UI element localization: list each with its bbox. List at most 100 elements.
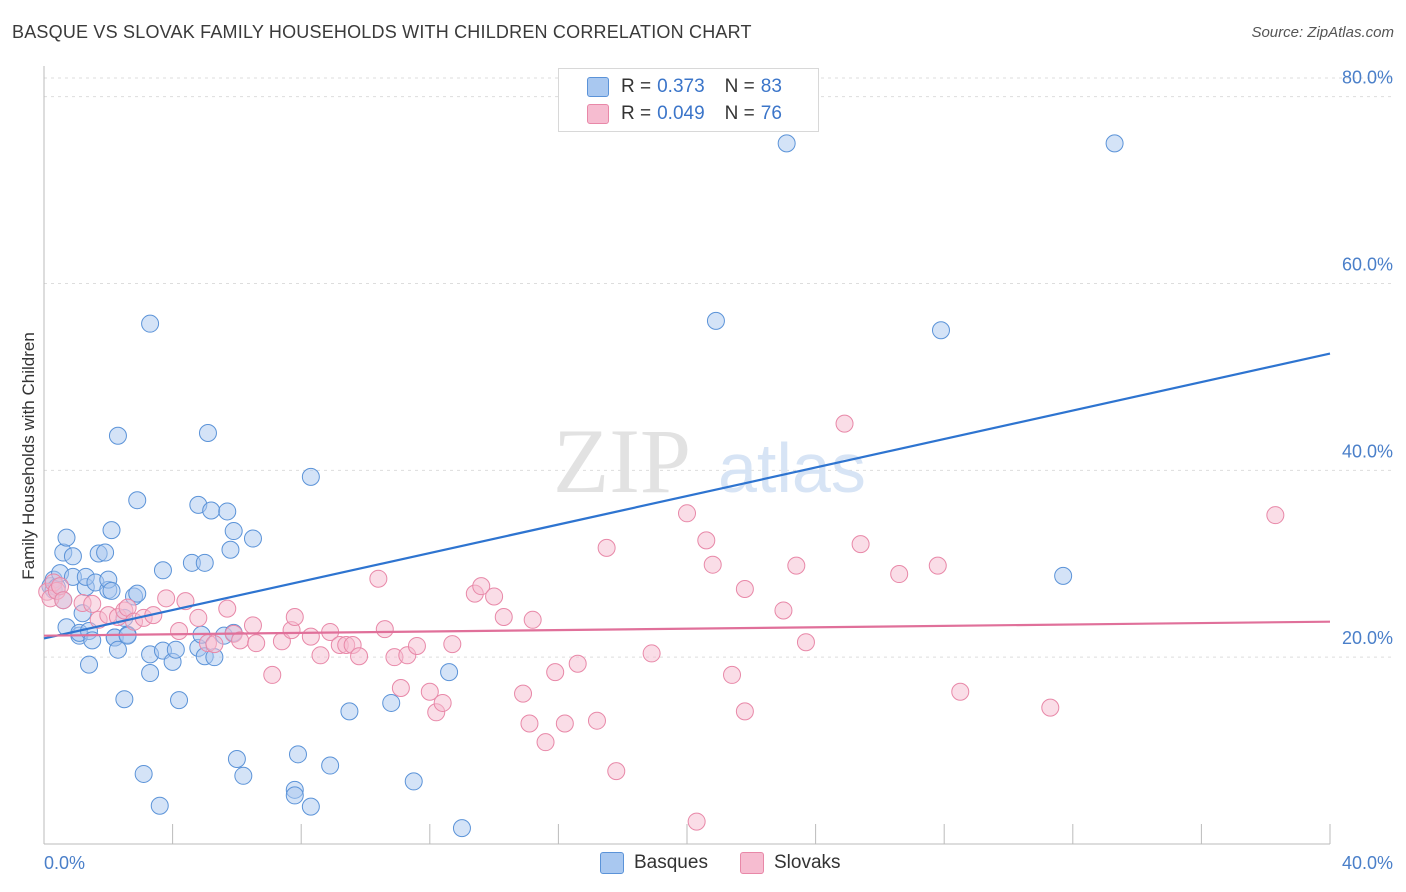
- legend-r-label: R =: [621, 103, 652, 124]
- slovak-point: [472, 577, 491, 596]
- basque-point: [102, 521, 121, 540]
- slovak-point: [243, 616, 262, 635]
- slovaks-trend-line: [43, 620, 1331, 637]
- basque-point: [382, 693, 401, 712]
- basque-point: [128, 491, 147, 510]
- slovak-point: [157, 589, 176, 608]
- slovak-point: [951, 682, 970, 701]
- y-axis-title: Family Households with Children: [19, 332, 38, 580]
- legend-r-value: 0.373: [657, 76, 705, 97]
- watermark-zip: ZIP: [553, 410, 691, 512]
- slovak-point: [350, 647, 369, 666]
- slovak-point: [514, 684, 533, 703]
- slovak-point: [170, 622, 189, 641]
- slovak-point: [890, 565, 909, 584]
- legend-n-value: 76: [760, 103, 782, 124]
- basque-point: [134, 764, 153, 783]
- basque-point: [440, 663, 459, 682]
- y-tick-label: 60.0%: [1342, 255, 1393, 275]
- basque-point: [153, 561, 172, 580]
- slovak-point: [555, 714, 574, 733]
- legend-n-value: 83: [760, 76, 782, 97]
- correlation-legend: R = 0.373 N = 83 R = 0.049 N = 76: [558, 68, 819, 132]
- slovak-point: [54, 591, 73, 610]
- slovak-point: [587, 711, 606, 730]
- basque-point: [141, 664, 160, 683]
- basque-point: [404, 772, 423, 791]
- slovak-point: [218, 599, 237, 618]
- slovak-point: [697, 531, 716, 550]
- basque-point: [80, 655, 99, 674]
- slovak-point: [263, 665, 282, 684]
- legend-n-label: N =: [724, 103, 755, 124]
- basque-point: [285, 786, 304, 805]
- basque-point: [301, 467, 320, 486]
- basque-point: [243, 529, 262, 548]
- basque-point: [234, 766, 253, 785]
- slovak-point: [1266, 506, 1285, 525]
- basque-point: [1105, 134, 1124, 153]
- slovak-point: [523, 610, 542, 629]
- basque-point: [128, 584, 147, 603]
- legend-row-slovaks: R = 0.049 N = 76: [587, 101, 782, 127]
- basque-point: [63, 547, 82, 566]
- slovak-point: [607, 762, 626, 781]
- slovak-point: [642, 644, 661, 663]
- basque-point: [96, 543, 115, 562]
- basque-point: [227, 749, 246, 768]
- basque-point: [218, 502, 237, 521]
- slovak-point: [735, 702, 754, 721]
- slovak-point: [420, 682, 439, 701]
- x-tick-label: 40.0%: [1342, 853, 1393, 873]
- slovak-point: [369, 569, 388, 588]
- basques-trend-line: [43, 352, 1331, 640]
- y-tick-label: 40.0%: [1342, 441, 1393, 461]
- basque-point: [301, 797, 320, 816]
- basque-point: [288, 745, 307, 764]
- slovak-point: [723, 665, 742, 684]
- basque-point: [221, 540, 240, 559]
- slovak-point: [536, 733, 555, 752]
- watermark-atlas: atlas: [718, 429, 866, 507]
- chart-source: Source: ZipAtlas.com: [1251, 24, 1394, 41]
- legend-r-label: R =: [621, 76, 652, 97]
- basque-point: [340, 702, 359, 721]
- slovak-point: [247, 634, 266, 653]
- slovak-point: [285, 608, 304, 627]
- axes: [43, 66, 1331, 845]
- slovak-point: [433, 693, 452, 712]
- legend-r-value: 0.049: [657, 103, 705, 124]
- slovak-point: [375, 620, 394, 639]
- x-tick-label: 0.0%: [44, 853, 85, 873]
- slovak-point: [443, 635, 462, 654]
- basque-point: [931, 321, 950, 340]
- slovak-point: [311, 646, 330, 665]
- basque-point: [141, 314, 160, 333]
- slovak-point: [678, 504, 696, 523]
- basque-point: [452, 819, 471, 838]
- slovak-point: [205, 635, 224, 654]
- trend-lines: [43, 352, 1331, 640]
- basque-point: [108, 640, 127, 659]
- basque-point: [115, 690, 134, 709]
- bottom-legend-basques: Basques: [600, 852, 708, 874]
- slovak-point: [787, 556, 806, 575]
- slovaks-legend-swatch: [740, 852, 764, 874]
- basque-point: [777, 134, 796, 153]
- slovak-point: [83, 594, 102, 613]
- basque-point: [202, 501, 221, 520]
- slovak-point: [851, 535, 870, 554]
- basque-point: [166, 640, 185, 659]
- basque-point: [195, 553, 214, 572]
- slovak-point: [796, 633, 815, 652]
- basques-legend-label: Basques: [634, 852, 708, 873]
- basques-legend-swatch: [600, 852, 624, 874]
- legend-n-label: N =: [724, 76, 755, 97]
- basque-point: [224, 522, 243, 541]
- slovak-point: [189, 608, 208, 627]
- basque-point: [102, 581, 121, 600]
- slovaks-points: [38, 414, 1285, 831]
- slovak-point: [494, 608, 513, 627]
- y-tick-label: 20.0%: [1342, 628, 1393, 648]
